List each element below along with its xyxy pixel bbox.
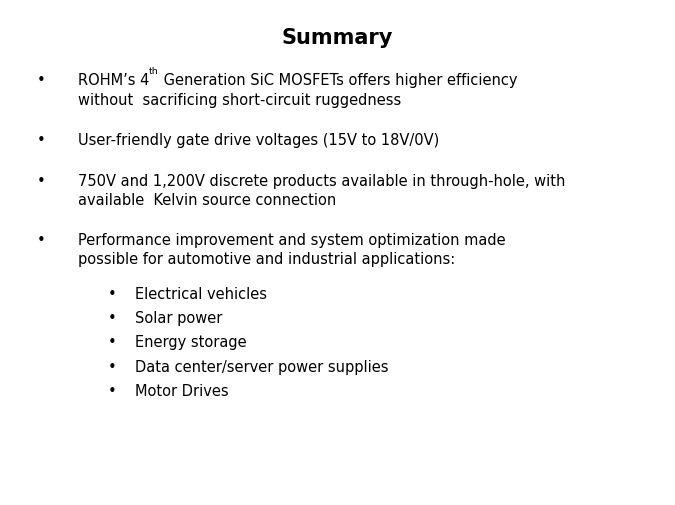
Text: Generation SiC MOSFETs offers higher efficiency: Generation SiC MOSFETs offers higher eff… [159,73,517,88]
Text: ROHM’s 4: ROHM’s 4 [78,73,149,88]
Text: •: • [37,73,46,88]
Text: •: • [108,383,117,398]
Text: possible for automotive and industrial applications:: possible for automotive and industrial a… [78,252,455,267]
Text: •: • [37,133,46,148]
Text: User-friendly gate drive voltages (15V to 18V/0V): User-friendly gate drive voltages (15V t… [78,133,439,148]
Text: •: • [108,359,117,374]
Text: Performance improvement and system optimization made: Performance improvement and system optim… [78,233,506,248]
Text: •: • [37,233,46,248]
Text: •: • [108,335,117,350]
Text: 750V and 1,200V discrete products available in through-hole, with: 750V and 1,200V discrete products availa… [78,173,565,188]
Text: •: • [37,173,46,188]
Text: Motor Drives: Motor Drives [135,383,229,398]
Text: Solar power: Solar power [135,311,222,326]
Text: available  Kelvin source connection: available Kelvin source connection [78,192,336,208]
Text: •: • [108,286,117,301]
Text: Summary: Summary [282,28,393,48]
Text: th: th [149,67,159,76]
Text: Electrical vehicles: Electrical vehicles [135,286,267,301]
Text: without  sacrificing short-circuit ruggedness: without sacrificing short-circuit rugged… [78,92,401,108]
Text: Energy storage: Energy storage [135,335,246,350]
Text: Data center/server power supplies: Data center/server power supplies [135,359,389,374]
Text: •: • [108,311,117,326]
